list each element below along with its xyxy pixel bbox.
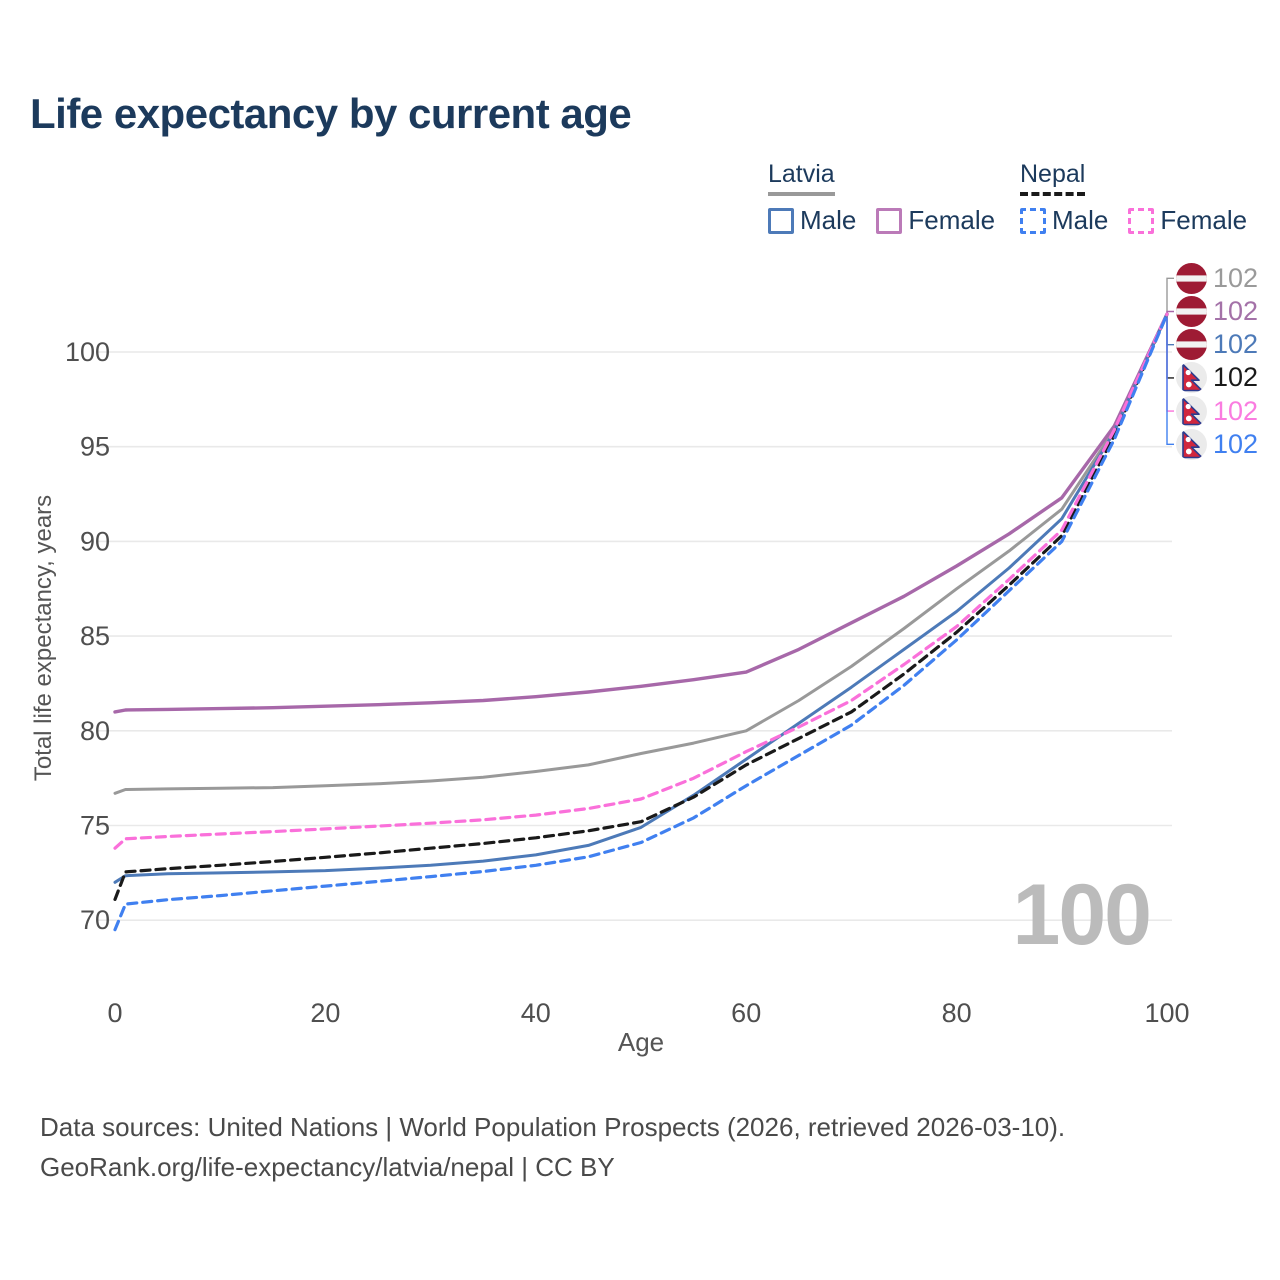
latvia-flag-icon [1176,296,1207,327]
age-indicator: 100 [1012,867,1152,963]
footer-link: GeoRank.org/life-expectancy/latvia/nepal… [40,1152,615,1183]
legend-country-latvia: Latvia [768,160,835,196]
latvia-male-swatch-icon [768,207,794,234]
series-nepal-male [113,312,1169,932]
legend-item-latvia-female: Female [876,205,995,236]
page-title: Life expectancy by current age [30,90,632,137]
y-tick-label: 80 [80,716,110,746]
legend-item-latvia-male: Male [768,205,856,236]
legend-item-nepal-male: Male [1020,205,1108,236]
latvia-female-swatch-icon [876,207,903,234]
end-label-value: 102 [1213,362,1259,393]
legend-item-nepal-female: Female [1128,205,1247,236]
legend-label: Male [800,205,857,235]
end-label-latvia-all: 102 [1176,262,1259,294]
series-nepal-female [113,312,1169,850]
legend-country-nepal: Nepal [1020,160,1086,196]
nepal-flag-icon [1176,428,1207,460]
end-label-value: 102 [1213,296,1259,326]
leader-line [1166,314,1174,346]
end-label-value: 102 [1213,329,1259,360]
x-axis-title: Age [618,1027,664,1057]
legend-label: Female [908,205,996,235]
series-latvia-all [113,312,1169,795]
x-tick-label: 60 [731,998,761,1028]
series-latvia-male [113,312,1169,884]
x-tick-label: 0 [107,998,122,1028]
nepal-male-swatch-icon [1020,207,1046,234]
y-axis-title: Total life expectancy, years [30,494,57,782]
y-tick-label: 75 [80,811,110,841]
y-tick-label: 95 [80,432,110,462]
nepal-female-swatch-icon [1128,207,1155,234]
x-tick-label: 80 [942,998,972,1028]
end-label-latvia-male: 102 [1176,329,1259,361]
end-label-value: 102 [1213,395,1259,426]
leader-line [1166,314,1174,412]
legend-label: Male [1052,205,1109,235]
leader-line [1166,314,1174,445]
legend-group-nepal: Nepal Male Female [1020,160,1247,236]
legend-group-latvia: Latvia Male Female [768,160,995,236]
end-label-nepal-all: 102 [1176,362,1259,394]
end-label-latvia-female: 102 [1176,296,1258,327]
series-latvia-female [113,312,1169,714]
series-nepal-all [113,312,1169,902]
footer-sources: Data sources: United Nations | World Pop… [40,1112,1066,1142]
end-label-value: 102 [1213,428,1259,459]
x-tick-label: 40 [521,998,551,1028]
x-tick-label: 20 [310,998,340,1028]
latvia-flag-icon [1176,262,1207,294]
footer: Data sources: United Nations | World Pop… [40,1107,1065,1188]
nepal-flag-icon [1176,362,1207,394]
latvia-flag-icon [1176,329,1207,361]
legend-label: Female [1160,205,1248,235]
leader-line [1166,277,1174,315]
y-tick-label: 70 [80,905,110,935]
x-tick-label: 100 [1144,998,1189,1028]
nepal-flag-icon [1176,395,1207,427]
end-label-value: 102 [1213,262,1259,293]
end-label-nepal-female: 102 [1176,395,1259,427]
y-tick-label: 90 [80,526,110,556]
y-tick-label: 85 [80,621,110,651]
y-tick-label: 100 [65,337,110,367]
end-label-nepal-male: 102 [1176,428,1259,460]
leader-line [1166,314,1174,379]
